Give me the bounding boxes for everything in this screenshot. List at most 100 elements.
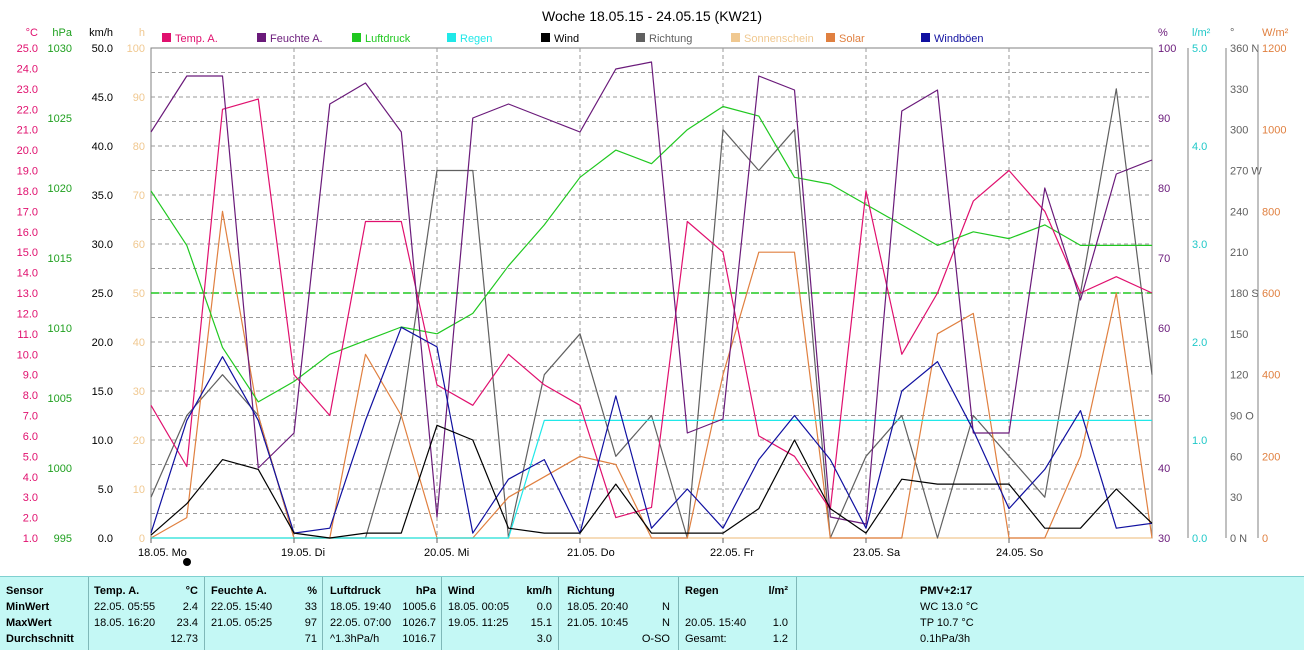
- y-tick-label: 2.0: [23, 513, 38, 525]
- chart-title: Woche 18.05.15 - 24.05.15 (KW21): [542, 8, 762, 24]
- y-tick-label: 13.0: [17, 288, 38, 300]
- direction-max-value: N: [662, 617, 670, 629]
- wind-max-value: 15.1: [530, 617, 552, 629]
- legend-label: Regen: [460, 33, 492, 45]
- y-tick-label: 10.0: [92, 435, 113, 447]
- humidity-min-time: 22.05. 15:40: [211, 601, 273, 613]
- temp-header: Temp. A.: [94, 585, 140, 597]
- y-tick-label: 10.0: [17, 349, 38, 361]
- y-tick-label: 4.0: [23, 472, 38, 484]
- x-tick-label: 20.05. Mi: [424, 547, 469, 559]
- legend-label: Wind: [554, 33, 579, 45]
- stats-col-pressure: Luftdruck hPa 18.05. 19:40 1005.6 22.05.…: [323, 577, 442, 650]
- wind-max-time: 19.05. 11:25: [448, 617, 509, 629]
- y-tick-label: 1005: [48, 393, 72, 405]
- y-tick-label: 800: [1262, 206, 1280, 218]
- weather-chart: Woche 18.05.15 - 24.05.15 (KW21) Temp. A…: [17, 8, 1289, 566]
- series-line-luftdruck: [150, 105, 1152, 403]
- y-tick-label: 1010: [48, 323, 72, 335]
- legend-label: Sonnenschein: [744, 33, 814, 45]
- y-tick-label: 30: [1230, 492, 1242, 504]
- plot-area: [150, 61, 1153, 539]
- y-tick-label: 0: [139, 533, 145, 545]
- legend-label: Windböen: [934, 33, 984, 45]
- y-tick-label: 210: [1230, 247, 1248, 259]
- y-tick-label: 25.0: [17, 43, 38, 55]
- legend-label: Feuchte A.: [270, 33, 323, 45]
- x-axis-labels: 18.05. Mo 19.05. Di 20.05. Mi 21.05. Do 22.0…: [138, 538, 1043, 566]
- y-tick-label: 16.0: [17, 227, 38, 239]
- legend-swatch: [636, 33, 645, 42]
- y-tick-label: 9.0: [23, 370, 38, 382]
- legend-label: Solar: [839, 33, 865, 45]
- y-tick-label: 23.0: [17, 84, 38, 96]
- y-tick-label: 0.0: [1192, 533, 1207, 545]
- y-tick-label: 120: [1230, 370, 1248, 382]
- y-tick-label: 0.0: [98, 533, 113, 545]
- y-tick-label: 30: [133, 386, 145, 398]
- maxwert-label: MaxWert: [6, 617, 52, 629]
- humidity-header: Feuchte A.: [211, 585, 267, 597]
- legend-swatch: [447, 33, 456, 42]
- y-tick-label: 8.0: [23, 390, 38, 402]
- legend-swatch: [826, 33, 835, 42]
- wind-min-value: 0.0: [536, 601, 552, 613]
- temp-min-time: 22.05. 05:55: [94, 601, 156, 613]
- axis-title-left: km/h: [89, 27, 113, 39]
- y-tick-label: 50: [1158, 393, 1170, 405]
- y-tick-label: 40: [1158, 463, 1170, 475]
- direction-max-time: 21.05. 10:45: [567, 617, 629, 629]
- y-tick-label: 240: [1230, 206, 1248, 218]
- humidity-max-value: 97: [304, 617, 317, 629]
- stats-col-temp: Temp. A. °C 22.05. 05:55 2.4 18.05. 16:2…: [89, 577, 205, 650]
- temp-unit: °C: [185, 585, 198, 597]
- stats-col-rain: Regen l/m² 20.05. 15:40 1.0 Gesamt: 1.2: [679, 577, 797, 650]
- rain-max-value: 1.0: [772, 617, 788, 629]
- y-tick-label: 6.0: [23, 431, 38, 443]
- y-tick-label: 40: [133, 337, 145, 349]
- y-tick-label: 1200: [1262, 43, 1286, 55]
- legend-swatch: [731, 33, 740, 42]
- legend-swatch: [352, 33, 361, 42]
- pressure-max-value: 1026.7: [402, 617, 436, 629]
- pressure-unit: hPa: [415, 585, 436, 597]
- chart-legend: Temp. A. Feuchte A. Luftdruck Regen Wind Rich…: [162, 33, 984, 45]
- stats-col-direction: Richtung 18.05. 20:40 N 21.05. 10:45 N O…: [559, 577, 679, 650]
- y-tick-label: 21.0: [17, 125, 38, 137]
- y-tick-label: 180 S: [1230, 288, 1259, 300]
- y-tick-label: 7.0: [23, 411, 38, 423]
- humidity-min-value: 33: [304, 601, 317, 613]
- y-tick-label: 30.0: [92, 239, 113, 251]
- y-tick-label: 600: [1262, 288, 1280, 300]
- y-tick-label: 12.0: [17, 308, 38, 320]
- y-tick-label: 360 N: [1230, 43, 1259, 55]
- y-tick-label: 15.0: [17, 247, 38, 259]
- y-tick-label: 5.0: [23, 451, 38, 463]
- temp-min-value: 2.4: [182, 601, 198, 613]
- y-tick-label: 1000: [1262, 125, 1286, 137]
- axis-title-right: l/m²: [1192, 27, 1211, 39]
- axis-title-left: °C: [26, 27, 38, 39]
- y-tick-label: 19.0: [17, 166, 38, 178]
- y-tick-label: 2.0: [1192, 337, 1207, 349]
- humidity-unit: %: [307, 585, 317, 597]
- direction-min-value: N: [662, 601, 670, 613]
- temp-max-value: 23.4: [176, 617, 198, 629]
- y-tick-label: 60: [1158, 323, 1170, 335]
- y-tick-label: 35.0: [92, 190, 113, 202]
- y-tick-label: 100: [127, 43, 145, 55]
- pressure-max-time: 22.05. 07:00: [330, 617, 392, 629]
- series-line-windb-en: [150, 326, 1153, 534]
- y-tick-label: 20.0: [92, 337, 113, 349]
- y-tick-label: 60: [1230, 451, 1242, 463]
- y-tick-label: 3.0: [1192, 239, 1207, 251]
- x-tick-label: 18.05. Mo: [138, 547, 187, 559]
- axis-title-right: °: [1230, 27, 1234, 39]
- y-tick-label: 200: [1262, 451, 1280, 463]
- y-tick-label: 70: [133, 190, 145, 202]
- temp-avg-value: 12.73: [170, 633, 198, 645]
- wind-min-time: 18.05. 00:05: [448, 601, 510, 613]
- y-tick-label: 1025: [48, 113, 72, 125]
- pressure-min-value: 1005.6: [402, 601, 436, 613]
- pressure-3h-trend: 0.1hPa/3h: [920, 633, 971, 645]
